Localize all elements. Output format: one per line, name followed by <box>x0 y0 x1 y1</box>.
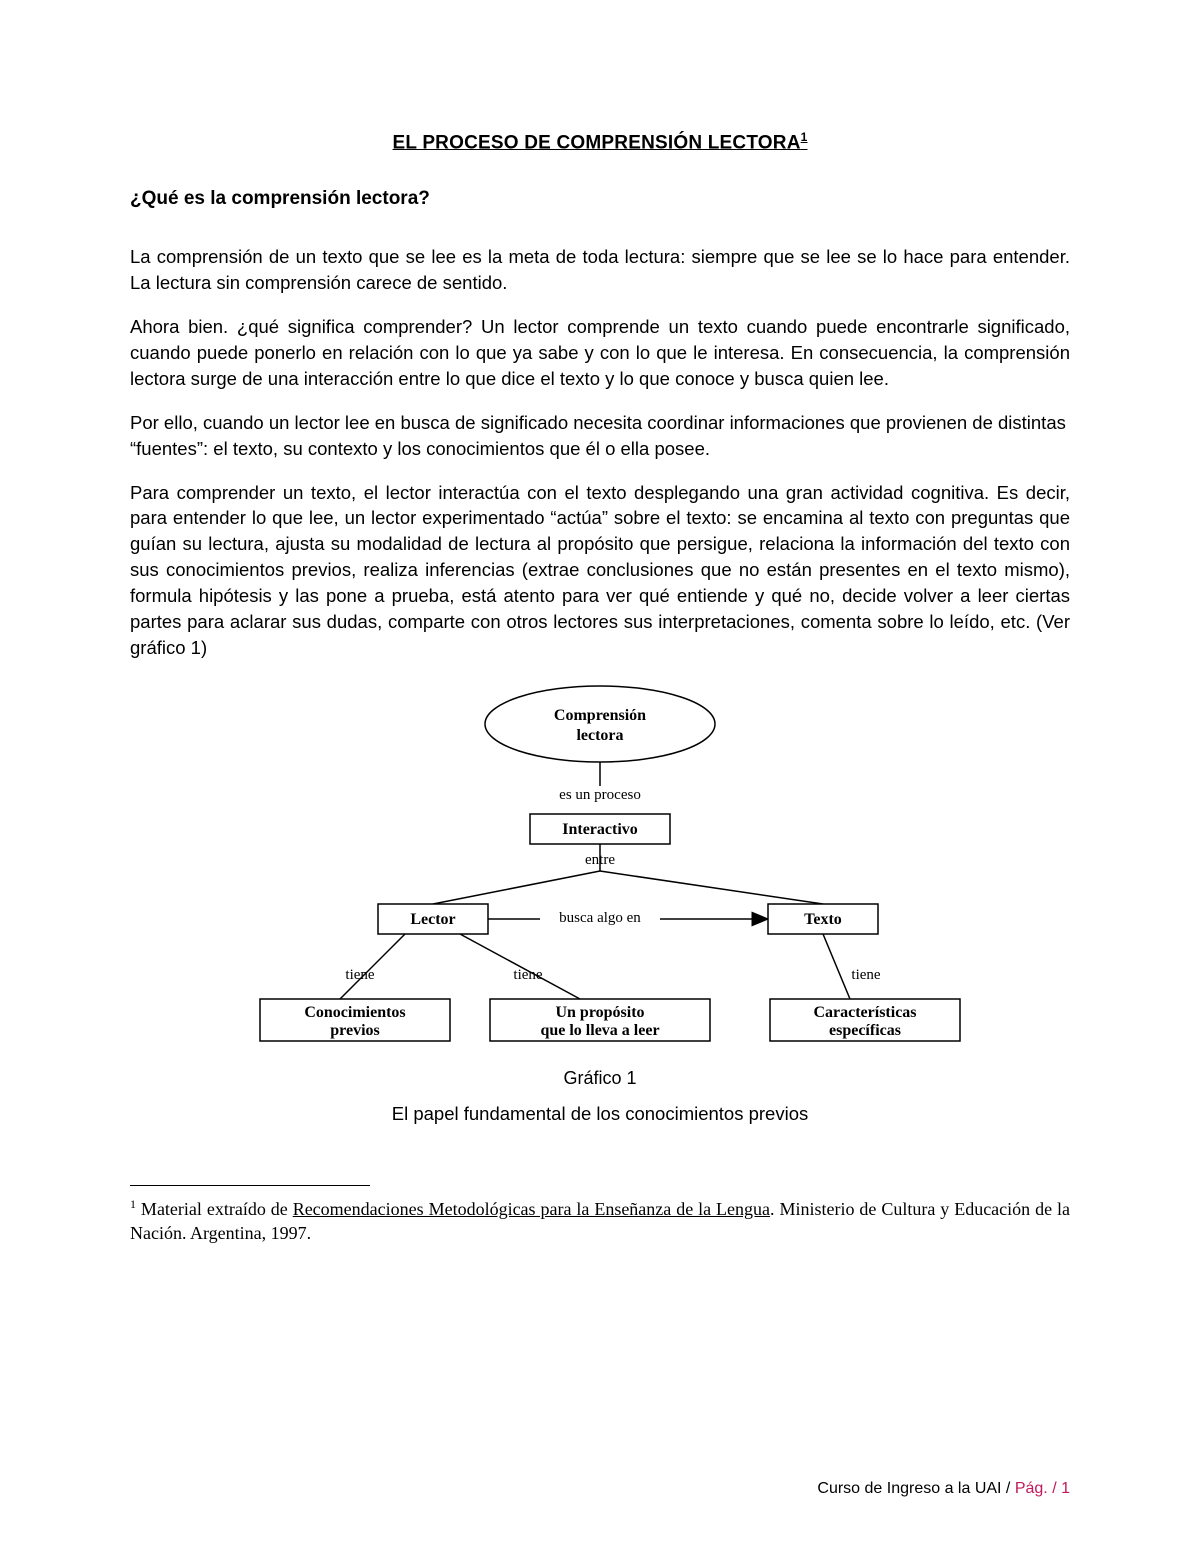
svg-text:previos: previos <box>330 1022 379 1039</box>
footnote-separator <box>130 1185 370 1186</box>
title-footnote-mark: 1 <box>801 130 808 144</box>
flowchart-svg: Comprensión lectora Interactivo Lector Texto… <box>230 679 970 1059</box>
paragraph-1: La comprensión de un texto que se lee es… <box>130 244 1070 296</box>
footer-course: Curso de Ingreso a la UAI / <box>817 1480 1010 1497</box>
footnote-citation: Recomendaciones Metodológicas para la En… <box>293 1199 770 1219</box>
diagram-subtitle: El papel fundamental de los conocimiento… <box>130 1103 1070 1125</box>
footer-page-label: Pág. / <box>1015 1480 1057 1497</box>
paragraph-3: Por ello, cuando un lector lee en busca … <box>130 410 1070 462</box>
page-title: EL PROCESO DE COMPRENSIÓN LECTORA1 <box>130 130 1070 154</box>
svg-text:tiene: tiene <box>851 967 880 983</box>
svg-text:Conocimientos: Conocimientos <box>304 1004 405 1021</box>
paragraph-4: Para comprender un texto, el lector inte… <box>130 480 1070 661</box>
diagram-grafico-1: Comprensión lectora Interactivo Lector Texto… <box>130 679 1070 1125</box>
title-text: EL PROCESO DE COMPRENSIÓN LECTORA <box>393 132 801 153</box>
svg-text:Características: Características <box>813 1004 916 1021</box>
svg-text:tiene: tiene <box>513 967 542 983</box>
svg-text:Lector: Lector <box>410 911 455 928</box>
footnote-lead: Material extraído de <box>136 1199 293 1219</box>
svg-text:Comprensión: Comprensión <box>554 707 646 724</box>
svg-text:es un proceso: es un proceso <box>559 787 641 803</box>
diagram-caption: Gráfico 1 <box>130 1068 1070 1089</box>
svg-text:busca algo en: busca algo en <box>559 910 641 926</box>
svg-text:entre: entre <box>585 852 615 868</box>
paragraph-2: Ahora bien. ¿qué significa comprender? U… <box>130 314 1070 392</box>
footnote-1: 1 Material extraído de Recomendaciones M… <box>130 1196 1070 1246</box>
section-heading: ¿Qué es la comprensión lectora? <box>130 188 1070 210</box>
svg-text:que lo lleva a leer: que lo lleva a leer <box>540 1022 659 1039</box>
svg-text:Interactivo: Interactivo <box>562 821 638 838</box>
svg-text:tiene: tiene <box>345 967 374 983</box>
svg-text:específicas: específicas <box>829 1022 901 1039</box>
svg-text:lectora: lectora <box>576 727 623 744</box>
page-footer: Curso de Ingreso a la UAI / Pág. / 1 <box>817 1480 1070 1498</box>
footer-page-number: 1 <box>1061 1480 1070 1497</box>
svg-text:Un propósito: Un propósito <box>555 1004 644 1021</box>
svg-text:Texto: Texto <box>804 911 842 928</box>
